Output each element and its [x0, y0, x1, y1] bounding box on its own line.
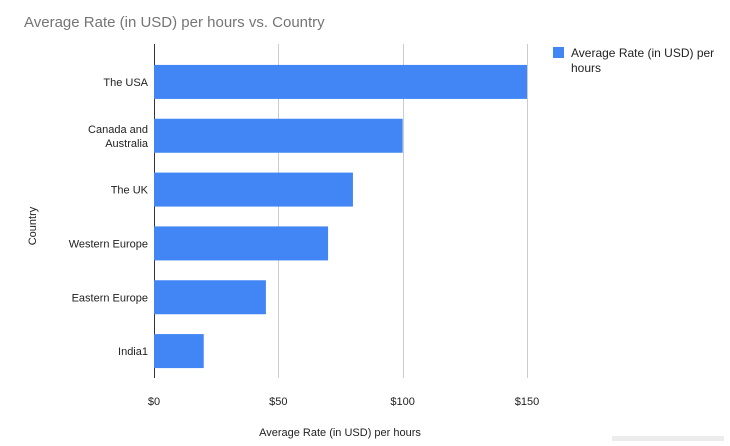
category-label: Western Europe	[69, 238, 148, 250]
x-tick-label: $100	[390, 396, 414, 408]
legend-swatch	[553, 47, 564, 58]
bar[interactable]	[154, 334, 204, 369]
category-label: The USA	[103, 77, 148, 89]
y-axis-title: Country	[27, 206, 39, 245]
chart-title: Average Rate (in USD) per hours vs. Coun…	[24, 14, 325, 31]
x-axis-title: Average Rate (in USD) per hours	[259, 427, 421, 439]
scroll-bar-fragment	[612, 436, 724, 441]
category-labels: The USA Canada and Australia The UK Western …	[69, 77, 149, 358]
legend: Average Rate (in USD) per hours	[553, 46, 714, 75]
bar[interactable]	[154, 226, 329, 261]
bar[interactable]	[154, 172, 353, 207]
bar[interactable]	[154, 280, 266, 315]
category-label: India1	[118, 346, 148, 358]
bar[interactable]	[154, 118, 403, 153]
bars	[154, 64, 527, 369]
category-label: Eastern Europe	[72, 292, 148, 304]
category-label: Canada and Australia	[88, 124, 149, 150]
legend-label: Average Rate (in USD) per hours	[571, 46, 714, 75]
bar[interactable]	[154, 64, 527, 99]
gridlines	[154, 44, 528, 378]
x-tick-labels: $0 $50 $100 $150	[148, 396, 539, 408]
category-label: The UK	[111, 185, 149, 197]
x-tick-label: $50	[269, 396, 287, 408]
x-tick-label: $150	[515, 396, 539, 408]
x-tick-label: $0	[148, 396, 160, 408]
